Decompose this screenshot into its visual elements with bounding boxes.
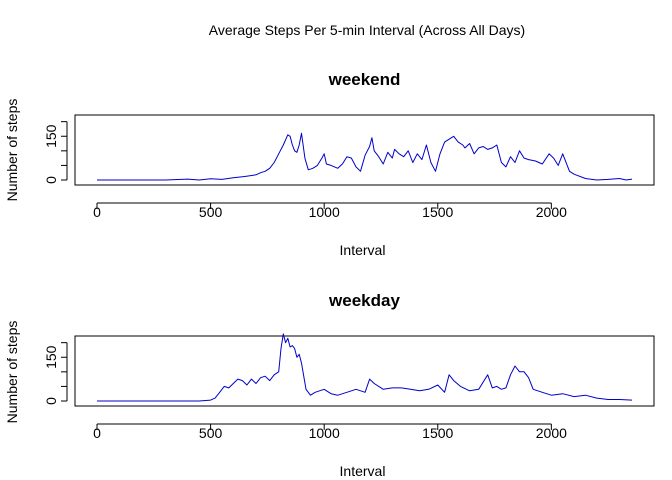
x-tick-label: 0 bbox=[93, 425, 101, 441]
x-tick-label: 2000 bbox=[536, 425, 567, 441]
x-tick-label: 1000 bbox=[309, 425, 340, 441]
x-axis-label: Interval bbox=[340, 463, 386, 479]
plot-frame bbox=[74, 335, 655, 407]
series-line-weekend bbox=[97, 132, 633, 181]
x-tick-label: 500 bbox=[199, 204, 223, 220]
panel-title: weekday bbox=[328, 291, 400, 310]
y-tick-label: 150 bbox=[43, 124, 59, 148]
y-axis-label: Number of steps bbox=[4, 321, 20, 424]
x-tick-label: 1500 bbox=[422, 425, 453, 441]
y-tick-label: 0 bbox=[43, 176, 59, 184]
y-tick-label: 150 bbox=[43, 345, 59, 369]
y-tick-label: 0 bbox=[43, 397, 59, 405]
panel-title: weekend bbox=[328, 70, 401, 89]
x-tick-label: 1000 bbox=[309, 204, 340, 220]
x-axis-label: Interval bbox=[340, 242, 386, 258]
series-line-weekday bbox=[97, 333, 633, 402]
panel-weekday: weekday 0 500 1000 1500 2000 0 150 Interval Numbe… bbox=[4, 291, 655, 479]
x-tick-label: 2000 bbox=[536, 204, 567, 220]
x-tick-label: 1500 bbox=[422, 204, 453, 220]
panel-weekend: weekend 0 500 1000 1500 2000 0 150 Interval Numbe… bbox=[4, 70, 655, 258]
x-tick-label: 0 bbox=[93, 204, 101, 220]
y-axis-label: Number of steps bbox=[4, 99, 20, 202]
x-tick-label: 500 bbox=[199, 425, 223, 441]
figure-title: Average Steps Per 5-min Interval (Across… bbox=[209, 22, 525, 38]
plot-frame bbox=[74, 114, 655, 186]
